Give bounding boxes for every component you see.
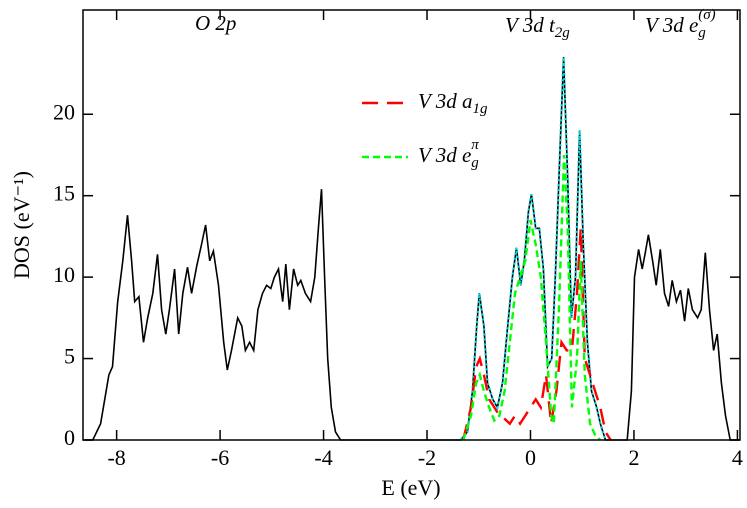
text-part: 1g [472, 101, 488, 117]
text-part: 2g [555, 25, 571, 41]
text-part: V 3d e [418, 143, 471, 167]
text-part: V 3d a [418, 89, 472, 113]
y-tick-label: 15 [53, 181, 75, 206]
text-part: (σ) [698, 7, 715, 23]
annotation: V 3d t2g [505, 13, 570, 42]
x-tick-label: 4 [732, 445, 743, 470]
series-line [459, 57, 607, 441]
text-part: g [698, 25, 706, 41]
x-tick-label: -8 [107, 445, 125, 470]
text-part: g [471, 155, 479, 171]
text-part: O 2p [195, 11, 236, 35]
series-line [462, 154, 602, 441]
x-tick-label: -4 [314, 445, 332, 470]
series-line [84, 57, 739, 441]
x-tick-label: 0 [525, 445, 536, 470]
y-tick-label: 0 [64, 425, 75, 450]
y-tick-label: 10 [53, 262, 75, 287]
text-part: π [471, 137, 479, 153]
legend-label: V 3d a1g [418, 89, 488, 118]
x-tick-label: -6 [211, 445, 229, 470]
x-tick-label: -2 [418, 445, 436, 470]
text-part: V 3d t [505, 13, 556, 37]
annotation: V 3d eg (σ) [645, 7, 716, 41]
legend-label: V 3d egπ [418, 137, 479, 171]
y-tick-label: 20 [53, 99, 75, 124]
annotation: O 2p [195, 11, 236, 35]
y-tick-label: 5 [64, 344, 75, 369]
x-tick-label: 2 [628, 445, 639, 470]
x-axis-label: E (eV) [381, 475, 440, 500]
y-axis-label: DOS (eV⁻¹) [9, 171, 34, 279]
plot-frame [82, 9, 741, 441]
series-line [462, 228, 612, 441]
text-part: V 3d e [645, 13, 698, 37]
